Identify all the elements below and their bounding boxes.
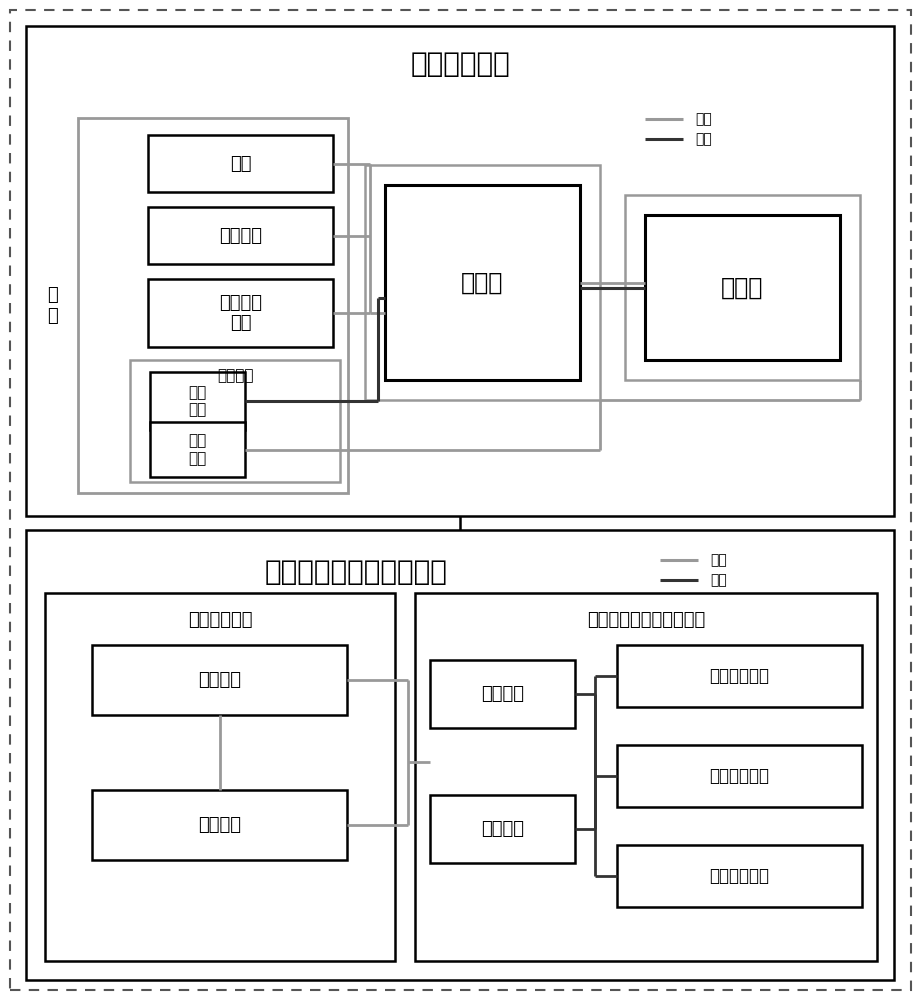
Text: 车
体: 车 体	[47, 286, 57, 325]
Bar	[26, 26, 894, 516]
Bar	[148, 279, 333, 347]
Text: 沙盘主体: 沙盘主体	[198, 671, 241, 689]
Text: 网状裂缝试件: 网状裂缝试件	[709, 867, 770, 885]
Bar	[148, 135, 333, 192]
Bar	[365, 165, 600, 400]
Text: 组装: 组装	[695, 112, 712, 126]
Text: 摄像系统: 摄像系统	[216, 368, 253, 383]
Text: 相嵌: 相嵌	[710, 573, 727, 587]
Text: 车架: 车架	[229, 154, 251, 172]
Text: 下位机: 下位机	[461, 270, 504, 294]
Bar	[92, 645, 347, 715]
Text: 辅助行驶
系统: 辅助行驶 系统	[219, 294, 262, 332]
Bar	[617, 745, 862, 807]
Bar	[430, 660, 575, 728]
Bar	[415, 593, 877, 961]
Text: 相连: 相连	[695, 132, 712, 146]
Text: 纵向裂缝试件: 纵向裂缝试件	[709, 767, 770, 785]
Text: 沙盘底板: 沙盘底板	[198, 816, 241, 834]
Bar	[617, 645, 862, 707]
Text: 坑槽试件: 坑槽试件	[481, 820, 524, 838]
Text: 沙盘基础结构: 沙盘基础结构	[188, 611, 252, 629]
Bar	[45, 593, 395, 961]
Bar	[430, 795, 575, 863]
Text: 沥青混凝土病害模拟沙盘: 沥青混凝土病害模拟沙盘	[264, 558, 448, 586]
Bar	[78, 118, 348, 493]
Bar	[26, 530, 894, 980]
Text: 车辙试件: 车辙试件	[481, 685, 524, 703]
Text: 控制
部件: 控制 部件	[189, 385, 206, 417]
Bar	[150, 372, 245, 430]
Bar	[148, 207, 333, 264]
Text: 动力系统: 动力系统	[219, 227, 262, 244]
Text: 拍摄
部件: 拍摄 部件	[189, 433, 206, 466]
Bar	[150, 422, 245, 477]
Bar	[385, 185, 580, 380]
Text: 沥青混凝土病害模拟试件: 沥青混凝土病害模拟试件	[587, 611, 705, 629]
Bar	[92, 790, 347, 860]
Text: 粘连: 粘连	[710, 553, 727, 567]
Text: 横向裂缝试件: 横向裂缝试件	[709, 667, 770, 685]
Bar	[130, 360, 340, 482]
Bar	[617, 845, 862, 907]
Bar	[625, 195, 860, 380]
Text: 上位机: 上位机	[721, 275, 764, 300]
Text: 智能检测小车: 智能检测小车	[410, 50, 510, 78]
Bar	[645, 215, 840, 360]
